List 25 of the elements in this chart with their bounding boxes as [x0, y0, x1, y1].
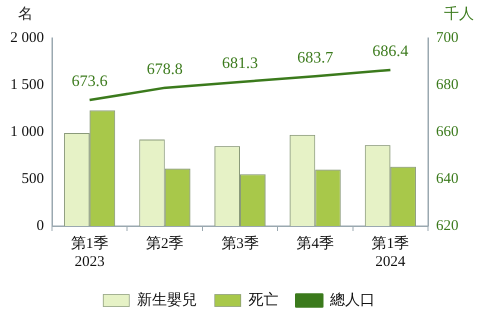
legend-label: 總人口 — [328, 291, 375, 308]
data-label: 683.7 — [297, 50, 334, 67]
data-label: 681.3 — [222, 55, 258, 72]
x-tick-label: 第3季 — [221, 234, 259, 252]
y2-tick-label: 660 — [436, 124, 458, 140]
y2-tick-label: 680 — [436, 76, 458, 93]
legend-label: 新生嬰兒 — [136, 291, 197, 308]
y-axis-title: 名 — [18, 5, 33, 22]
x-tick-label: 第1季 2024 — [372, 234, 410, 270]
x-tick-label: 第4季 — [296, 234, 334, 252]
legend-label: 死亡 — [248, 291, 278, 308]
y-tick-label: 2 000 — [10, 30, 44, 46]
y2-tick-label: 700 — [436, 30, 458, 46]
data-label: 678.8 — [146, 61, 183, 78]
x-tick-label: 第2季 — [146, 234, 184, 252]
x-tick-label: 第1季 2023 — [70, 234, 108, 270]
y-tick-label: 1 000 — [10, 124, 44, 140]
data-label: 673.6 — [72, 73, 108, 90]
y-tick-label: 0 — [36, 218, 44, 234]
y2-tick-label: 640 — [436, 170, 458, 187]
y-tick-label: 500 — [22, 170, 44, 187]
y2-tick-label: 620 — [436, 218, 458, 234]
data-label: 686.4 — [372, 43, 408, 60]
y-tick-label: 1 500 — [10, 76, 44, 93]
y2-axis-title: 千人 — [444, 5, 474, 22]
